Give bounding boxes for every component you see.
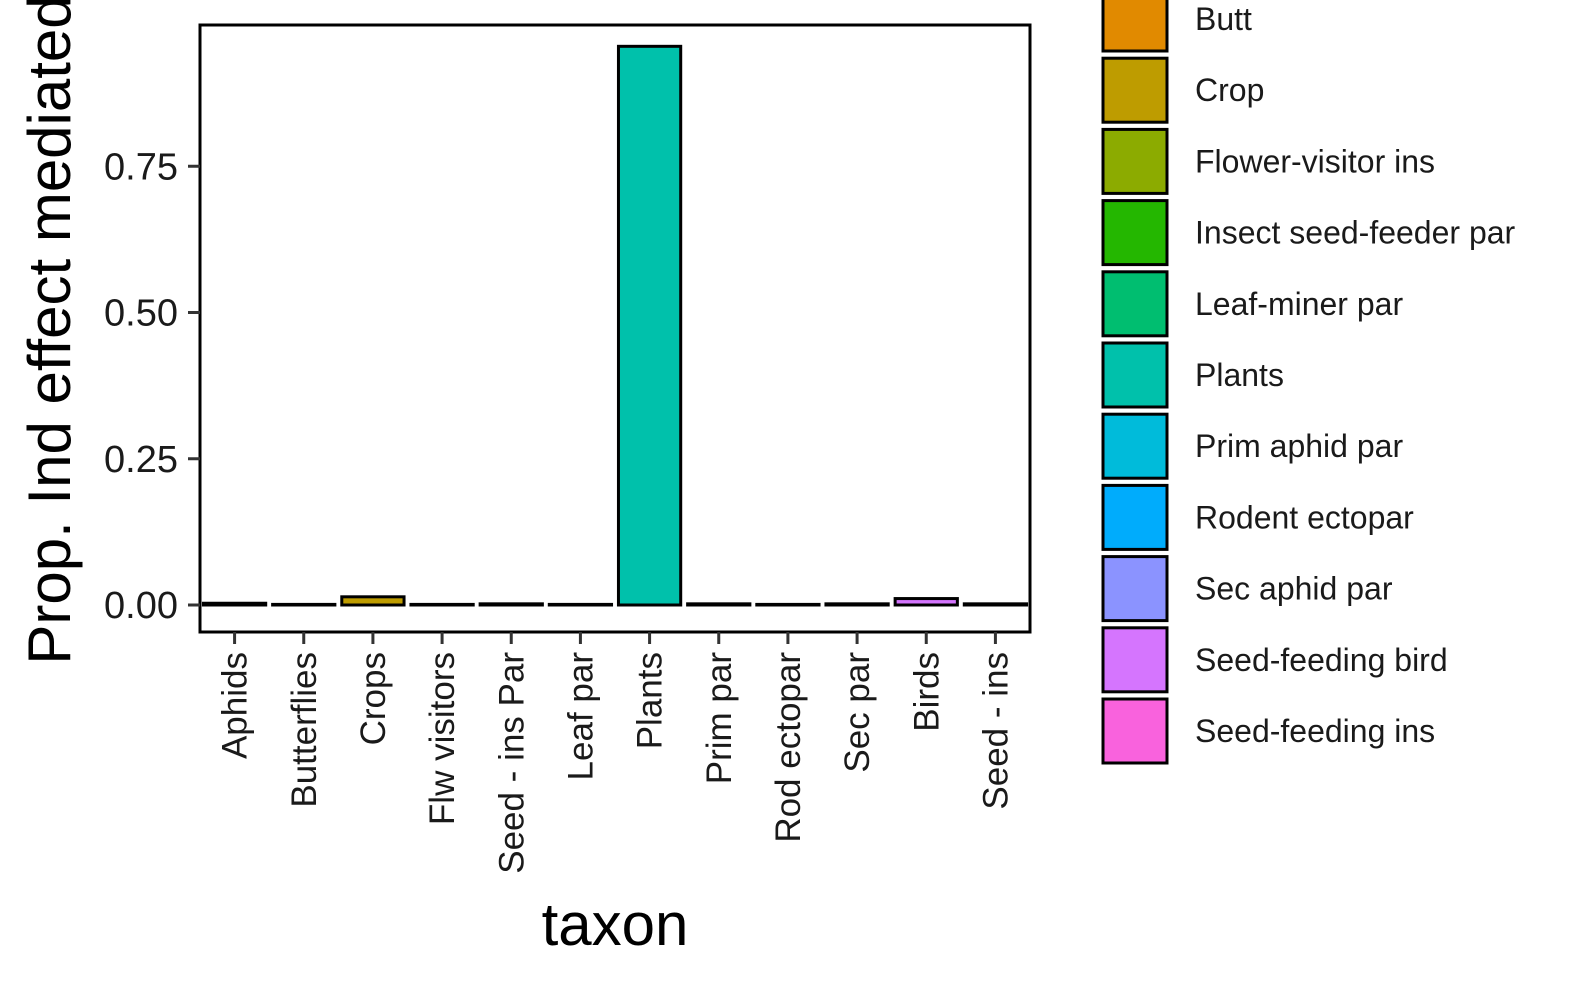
legend-key (1101, 127, 1169, 195)
legend-label: Leaf-miner par (1195, 286, 1403, 322)
y-axis-title: Prop. Ind effect mediated (16, 0, 83, 665)
y-tick-label: 0.75 (104, 146, 178, 188)
bar-leaf-par (547, 602, 614, 607)
legend-key (1101, 697, 1169, 765)
y-axis: 0.00 0.25 0.50 0.75 (104, 146, 200, 627)
legend-label: Prim aphid par (1195, 428, 1403, 464)
x-tick-label: Birds (907, 652, 946, 732)
legend-label: Seed-feeding ins (1195, 713, 1435, 749)
x-tick-label: Rod ectopar (769, 652, 808, 843)
x-tick-label: Aphids (216, 652, 255, 759)
legend-key (1101, 341, 1169, 409)
bar-sec-par (824, 602, 890, 607)
bar-seed-ins (962, 602, 1029, 607)
legend-label: Seed-feeding bird (1195, 642, 1448, 678)
x-tick-label: Flw visitors (423, 652, 462, 825)
legend-label: Sec aphid par (1195, 571, 1393, 607)
bar-crops (340, 595, 406, 607)
bar-plants (616, 44, 683, 607)
x-tick-label: Sec par (838, 652, 877, 773)
bars-layer (201, 44, 1029, 607)
bar-prim-par (686, 602, 752, 607)
x-axis-title: taxon (542, 891, 689, 958)
legend-key (1101, 270, 1169, 338)
legend-key (1101, 626, 1169, 694)
legend-key (1101, 412, 1169, 480)
bar-seed-ins-par (478, 602, 544, 607)
legend-label: Rodent ectopar (1195, 499, 1414, 535)
x-tick-label: Prim par (700, 652, 739, 785)
legend-label: Plants (1195, 357, 1284, 393)
legend-key (1101, 56, 1169, 124)
bar-birds (893, 597, 959, 607)
plot-panel-border (198, 23, 1032, 634)
bar-flw-visitors (409, 602, 475, 607)
bar-butterflies (271, 602, 337, 607)
legend-label: Crop (1195, 72, 1264, 108)
legend-key (1101, 555, 1169, 623)
x-tick-label: Leaf par (561, 652, 600, 781)
y-tick-label: 0.00 (104, 585, 178, 627)
x-tick-label: Crops (354, 652, 393, 745)
legend-key (1101, 483, 1169, 551)
bar-aphids (201, 601, 268, 607)
x-tick-label: Seed - ins (976, 652, 1015, 810)
legend: Butt Crop Flower-visitor ins Insect seed-fe… (1101, 0, 1516, 765)
bar-rod-ectopar (755, 602, 821, 607)
y-tick-label: 0.25 (104, 439, 178, 481)
legend-key (1101, 0, 1169, 53)
x-axis: Aphids Butterflies Crops Flw visitors Seed -… (216, 632, 1015, 874)
x-tick-label: Butterflies (285, 652, 324, 808)
x-tick-label: Seed - ins Par (492, 652, 531, 874)
legend-label: Insect seed-feeder par (1195, 215, 1516, 251)
x-tick-label: Plants (631, 652, 670, 749)
y-tick-label: 0.50 (104, 293, 178, 335)
legend-key (1101, 199, 1169, 267)
legend-label: Flower-visitor ins (1195, 143, 1435, 179)
legend-label: Butt (1195, 1, 1252, 37)
